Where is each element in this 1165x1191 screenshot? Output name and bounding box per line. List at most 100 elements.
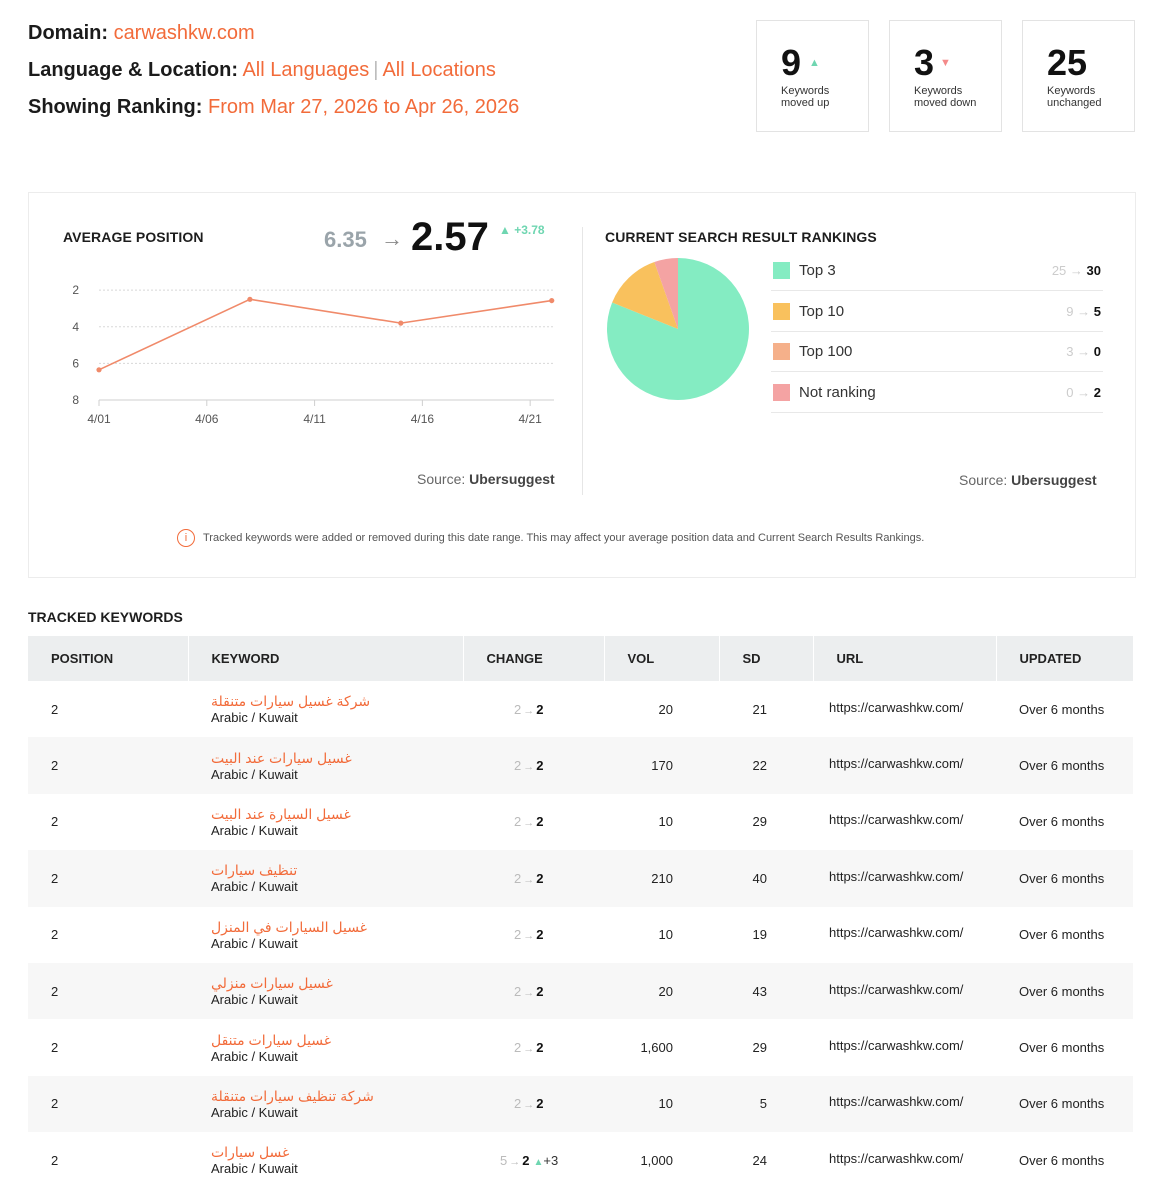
url-link[interactable]: https://carwashkw.com/ [829, 812, 964, 828]
change-cell: 2 → 2 [463, 962, 604, 1020]
unchanged-count: 25 [1047, 42, 1088, 83]
average-position-new: 2.57 [411, 215, 489, 259]
keyword-cell: غسيل سيارات منزلي Arabic / Kuwait [188, 962, 463, 1020]
keyword-text[interactable]: غسل سيارات [211, 1144, 290, 1161]
column-header-change[interactable]: CHANGE [463, 636, 605, 681]
keyword-text[interactable]: شركة تنظيف سيارات متنقلة [211, 1087, 374, 1104]
change-cell: 2 → 2 [463, 1075, 604, 1133]
legend-value: 3 → 0 [1066, 344, 1101, 359]
column-header-keyword[interactable]: KEYWORD [188, 636, 464, 681]
table-row[interactable]: 2 غسيل السيارات في المنزل Arabic / Kuwai… [28, 907, 1133, 963]
url-link[interactable]: https://carwashkw.com/ [829, 1150, 964, 1166]
keyword-cell: شركة تنظيف سيارات متنقلة Arabic / Kuwait [188, 1075, 463, 1133]
keyword-text[interactable]: شركة غسيل سيارات متنقلة [211, 693, 371, 710]
table-row[interactable]: 2 غسيل سيارات منزلي Arabic / Kuwait 2 → 2 … [28, 962, 1133, 1020]
legend-label: Top 10 [799, 302, 845, 320]
keyword-text[interactable]: غسيل سيارات عند البيت [211, 749, 352, 766]
sd-cell: 22 [719, 737, 813, 794]
sd-cell: 5 [719, 1075, 813, 1133]
volume-cell: 210 [604, 850, 719, 907]
url-link[interactable]: https://carwashkw.com/ [829, 756, 964, 772]
y-tick-label: 4 [72, 320, 79, 334]
url-cell: https://carwashkw.com/ [813, 1132, 996, 1188]
change-cell: 2 → 2 [463, 907, 604, 963]
legend-item: Top 10 9 → 5 [771, 291, 1103, 332]
pie-slice [612, 262, 678, 329]
up-triangle-icon: ▲ [533, 1156, 544, 1168]
ranking-range-value[interactable]: From Mar 27, 2026 to Apr 26, 2026 [208, 96, 520, 118]
rankings-source: Source: Ubersuggest [959, 472, 1097, 488]
domain-value[interactable]: carwashkw.com [113, 22, 255, 44]
keyword-locale: Arabic / Kuwait [211, 822, 298, 838]
keyword-text[interactable]: غسيل سيارات منزلي [211, 975, 333, 992]
position-cell: 2 [51, 1040, 59, 1056]
keyword-cell: غسيل سيارات عند البيت Arabic / Kuwait [188, 737, 463, 794]
position-cell: 2 [28, 850, 188, 907]
url-link[interactable]: https://carwashkw.com/ [829, 1038, 964, 1054]
x-tick-label: 4/11 [303, 412, 326, 426]
volume-cell: 10 [658, 814, 673, 830]
change-arrow-icon: → [523, 1043, 535, 1056]
change-arrow-icon: → [523, 817, 535, 830]
change-arrow-icon: → [523, 873, 535, 886]
language-value[interactable]: All Languages [242, 59, 370, 81]
y-tick-label: 2 [72, 283, 79, 297]
table-row[interactable]: 2 شركة تنظيف سيارات متنقلة Arabic / Kuwa… [28, 1075, 1133, 1133]
keyword-text[interactable]: تنظيف سيارات [211, 862, 298, 879]
table-row[interactable]: 2 غسيل سيارات متنقل Arabic / Kuwait 2 → 2 … [28, 1019, 1133, 1075]
legend-value: 9 → 5 [1066, 303, 1101, 319]
location-value[interactable]: All Locations [382, 59, 496, 81]
table-row[interactable]: 2 غسل سيارات Arabic / Kuwait 5 → 2 ▲+3 1,00… [28, 1132, 1133, 1188]
keyword-locale: Arabic / Kuwait [211, 766, 298, 782]
column-header-position[interactable]: POSITION [28, 636, 189, 681]
column-header-vol[interactable]: VOL [604, 636, 720, 681]
updated-cell: Over 6 months [996, 962, 1133, 1020]
change-old: 2 [514, 983, 522, 999]
volume-cell: 1,600 [640, 1040, 673, 1056]
change-cell: 2 → 2 [463, 794, 604, 850]
url-link[interactable]: https://carwashkw.com/ [829, 925, 964, 941]
url-link[interactable]: https://carwashkw.com/ [829, 1094, 964, 1110]
url-link[interactable]: https://carwashkw.com/ [829, 868, 964, 884]
rankings-title: CURRENT SEARCH RESULT RANKINGS [605, 229, 877, 245]
table-row[interactable]: 2 غسيل السيارة عند البيت Arabic / Kuwait… [28, 794, 1133, 850]
rankings-pie-chart [607, 258, 749, 400]
change-cell: 2 → 2 [463, 1019, 604, 1075]
ranking-overview-card: AVERAGE POSITION 6.35 → 2.57 ▲ +3.78 2 4 6… [28, 192, 1136, 578]
sd-cell: 43 [719, 962, 813, 1020]
column-header-sd[interactable]: SD [719, 636, 814, 681]
x-tick-label: 4/01 [87, 412, 111, 426]
url-link[interactable]: https://carwashkw.com/ [829, 699, 964, 715]
table-row[interactable]: 2 تنظيف سيارات Arabic / Kuwait 2 → 2 210 4… [28, 850, 1133, 907]
data-point [96, 367, 102, 373]
keyword-text[interactable]: غسيل سيارات متنقل [211, 1031, 332, 1048]
change-cell: 2 → 2 [463, 850, 604, 907]
keyword-text[interactable]: غسيل السيارات في المنزل [211, 918, 368, 935]
position-cell: 2 [51, 927, 59, 943]
column-header-url[interactable]: URL [813, 636, 997, 681]
column-header-updated[interactable]: UPDATED [996, 636, 1133, 681]
url-link[interactable]: https://carwashkw.com/ [829, 981, 964, 997]
unchanged-label: Keywords unchanged [1047, 85, 1102, 109]
updated-cell: Over 6 months [1019, 1152, 1105, 1168]
updated-cell: Over 6 months [1019, 701, 1105, 717]
keyword-cell: تنظيف سيارات Arabic / Kuwait [188, 850, 463, 907]
average-position-old: 6.35 [324, 227, 367, 252]
change-old: 2 [514, 927, 522, 943]
keyword-locale: Arabic / Kuwait [211, 935, 298, 951]
y-tick-label: 6 [72, 356, 79, 370]
url-cell: https://carwashkw.com/ [813, 681, 996, 737]
keyword-locale: Arabic / Kuwait [211, 1161, 298, 1177]
moved-down-count: 3 [914, 42, 935, 83]
table-row[interactable]: 2 غسيل سيارات عند البيت Arabic / Kuwait … [28, 737, 1133, 794]
change-old: 2 [514, 1096, 522, 1112]
keyword-locale: Arabic / Kuwait [211, 992, 298, 1008]
keyword-cell: غسيل سيارات متنقل Arabic / Kuwait [188, 1019, 463, 1075]
table-row[interactable]: 2 شركة غسيل سيارات متنقلة Arabic / Kuwai… [28, 681, 1133, 737]
keyword-text[interactable]: غسيل السيارة عند البيت [211, 805, 351, 822]
section-divider [582, 227, 583, 495]
pie-slice [654, 258, 678, 329]
moved-down-label: Keywords moved down [914, 85, 977, 109]
report-header: Domain: carwashkw.com Language & Locatio… [28, 14, 519, 125]
sd-cell: 19 [752, 927, 767, 943]
